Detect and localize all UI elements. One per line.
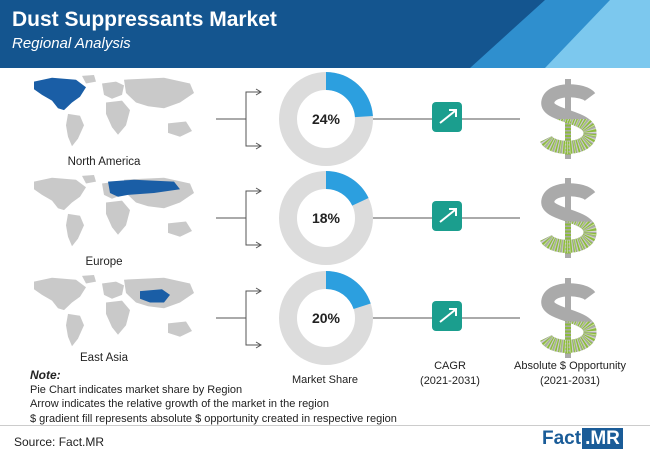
note-block: Note: Pie Chart indicates market share b…	[30, 368, 397, 426]
map-southamerica	[66, 113, 84, 147]
logo-suffix: .MR	[582, 428, 623, 449]
growth-arrowhead	[449, 109, 457, 117]
map-northamerica	[34, 177, 86, 211]
map-northamerica	[34, 77, 86, 111]
cagr-label: CAGR	[434, 360, 466, 372]
map-europe	[102, 81, 124, 99]
world-map-north-america	[34, 74, 194, 147]
map-highlight-europe	[108, 179, 180, 197]
region-label-europe: Europe	[85, 256, 123, 268]
source-text: Source: Fact.MR	[14, 435, 105, 449]
map-africa	[106, 200, 130, 235]
region-label-east-asia: East Asia	[80, 352, 128, 364]
map-oceania	[168, 221, 192, 237]
note-title: Note:	[30, 368, 61, 382]
connector-arrowhead	[255, 341, 262, 349]
connector-arrowhead	[255, 88, 262, 96]
pie-slice-east-asia	[326, 271, 371, 310]
pie-slice-north-america	[326, 72, 373, 118]
page-subtitle: Regional Analysis	[12, 35, 131, 52]
pie-value-label-east-asia: 20%	[312, 310, 341, 326]
pie-slice-europe	[326, 171, 369, 206]
dollar-fill-europe	[540, 221, 597, 255]
connector-bracket	[245, 91, 260, 147]
map-greenland	[82, 174, 96, 184]
growth-arrow-icon	[439, 209, 456, 223]
map-greenland	[82, 74, 96, 84]
map-southamerica	[66, 213, 84, 247]
page-title: Dust Suppressants Market	[12, 8, 277, 31]
factmr-logo: Fact .MR	[542, 428, 638, 454]
map-asia	[124, 77, 194, 109]
cagr-period: (2021-2031)	[420, 375, 480, 387]
dollar-fill-north-america	[540, 119, 597, 155]
map-oceania	[168, 321, 192, 337]
note-line: $ gradient fill represents absolute $ op…	[30, 412, 397, 425]
connector-arrowhead	[255, 187, 262, 195]
note-line: Pie Chart indicates market share by Regi…	[30, 383, 243, 396]
market-share-label: Market Share	[291, 374, 359, 386]
dollar-fill-east-asia	[540, 321, 597, 355]
world-map-east-asia	[34, 274, 194, 347]
footer-divider	[0, 425, 650, 426]
connector-arrowhead	[255, 142, 262, 150]
growth-arrow-icon	[439, 309, 456, 323]
map-northamerica	[34, 277, 86, 311]
connector-arrowhead	[255, 241, 262, 249]
world-map-europe	[34, 174, 194, 247]
pie-value-label-europe: 18%	[312, 210, 341, 226]
growth-arrowhead	[449, 308, 457, 316]
map-greenland	[82, 274, 96, 284]
opportunity-period: (2021-2031)	[540, 375, 600, 387]
connector-bracket	[245, 290, 260, 346]
opportunity-label: Absolute $ Opportunity	[514, 360, 626, 372]
growth-arrow-icon	[439, 110, 456, 124]
regional-chart: 24% 18% 20%	[34, 72, 597, 365]
logo-main: Fact	[542, 428, 582, 449]
map-africa	[106, 100, 130, 135]
growth-arrowhead	[449, 208, 457, 216]
region-label-north-america: North America	[67, 156, 141, 168]
connector-bracket	[245, 190, 260, 246]
connector-arrowhead	[255, 287, 262, 295]
map-highlight-east-asia	[140, 289, 170, 303]
map-southamerica	[66, 313, 84, 347]
note-line: Arrow indicates the relative growth of t…	[30, 398, 329, 410]
map-oceania	[168, 121, 192, 137]
map-europe	[102, 281, 124, 299]
pie-value-label-north-america: 24%	[312, 111, 341, 127]
map-africa	[106, 300, 130, 335]
header-background	[0, 0, 650, 68]
header-banner: Dust Suppressants Market Regional Analys…	[0, 0, 650, 68]
